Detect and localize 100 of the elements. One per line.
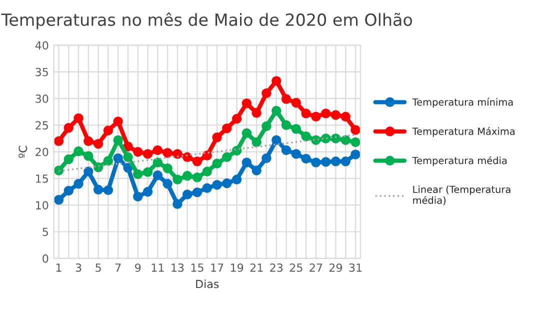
y-tick-label: 10 [36, 201, 48, 210]
point [252, 108, 262, 118]
point [340, 156, 350, 166]
point [93, 138, 104, 149]
point [281, 145, 292, 156]
y-tick-label: 15 [36, 174, 48, 183]
point [242, 128, 252, 138]
point [162, 178, 172, 189]
x-axis-title: Dias [196, 280, 219, 288]
point [54, 194, 64, 205]
point [262, 88, 272, 98]
x-tick-label: 13 [172, 263, 184, 272]
point [74, 178, 84, 189]
x-tick-label: 5 [96, 264, 101, 272]
y-tick-label: 5 [42, 228, 48, 236]
x-tick-label: 11 [152, 264, 164, 272]
point [340, 135, 350, 145]
point [311, 135, 321, 145]
x-tick-label: 31 [349, 263, 362, 272]
x-tick-label: 25 [290, 263, 302, 272]
legend-label: Temperatura mínima [412, 98, 513, 108]
point [311, 158, 321, 168]
point [232, 114, 242, 124]
point [272, 106, 282, 116]
x-tick-label: 19 [230, 263, 244, 272]
point [350, 125, 360, 135]
point [133, 146, 143, 157]
point [202, 166, 212, 176]
point [103, 156, 114, 166]
point [350, 150, 360, 160]
point [291, 149, 302, 159]
point [232, 174, 242, 184]
point [330, 134, 341, 144]
point [291, 98, 302, 108]
y-axis-title: ºC [18, 146, 28, 158]
point [123, 152, 133, 162]
x-tick-label: 21 [250, 263, 263, 272]
point [182, 190, 192, 200]
point [320, 157, 331, 167]
point [222, 124, 232, 134]
point [54, 136, 64, 146]
point [74, 113, 84, 124]
point [172, 149, 182, 159]
point [93, 184, 104, 195]
point [202, 183, 212, 193]
point [301, 154, 311, 164]
point [152, 145, 163, 156]
point [142, 149, 153, 159]
point [192, 156, 202, 166]
point [212, 180, 222, 190]
point [64, 154, 74, 164]
point [172, 199, 182, 209]
point [262, 121, 272, 132]
point [54, 166, 64, 176]
point [182, 152, 192, 162]
point [301, 131, 311, 142]
point [252, 166, 262, 176]
point [192, 187, 202, 198]
legend-label: Temperatura média [412, 156, 507, 166]
x-tick-label: 7 [115, 264, 121, 272]
point [330, 156, 341, 166]
x-tick-label: 15 [191, 264, 204, 272]
point [103, 126, 114, 136]
point [242, 158, 252, 168]
point [252, 137, 262, 148]
x-tick-label: 29 [329, 263, 342, 272]
x-tick-label: 17 [211, 264, 224, 272]
point [64, 122, 74, 133]
point [291, 124, 302, 134]
point [202, 150, 212, 160]
point [142, 167, 153, 177]
x-tick-label: 27 [310, 263, 322, 272]
x-tick-label: 9 [135, 263, 141, 272]
point [192, 172, 202, 182]
point [113, 153, 123, 164]
y-tick-label: 20 [36, 148, 48, 156]
point [113, 135, 123, 145]
point [64, 186, 74, 196]
legend-label: Temperatura Máxima [412, 127, 514, 137]
point [162, 148, 172, 158]
point [281, 120, 292, 130]
point [340, 112, 350, 122]
point [152, 158, 163, 168]
legend-label: Linear (Temperatura média) [413, 186, 510, 206]
point [262, 153, 272, 164]
point [182, 170, 192, 181]
point [320, 108, 331, 118]
y-tick-label: 30 [36, 94, 48, 103]
point [74, 146, 84, 156]
point [103, 185, 114, 196]
point [133, 192, 143, 202]
point [301, 108, 311, 118]
point [84, 136, 94, 146]
point [172, 174, 182, 184]
point [350, 137, 360, 148]
x-tick-label: 1 [56, 264, 62, 272]
point [222, 178, 232, 188]
point [212, 132, 222, 142]
x-tick-label: 3 [76, 263, 82, 272]
chart-title: Temperaturas no mês de Maio de 2020 em Olhão [1, 12, 412, 30]
